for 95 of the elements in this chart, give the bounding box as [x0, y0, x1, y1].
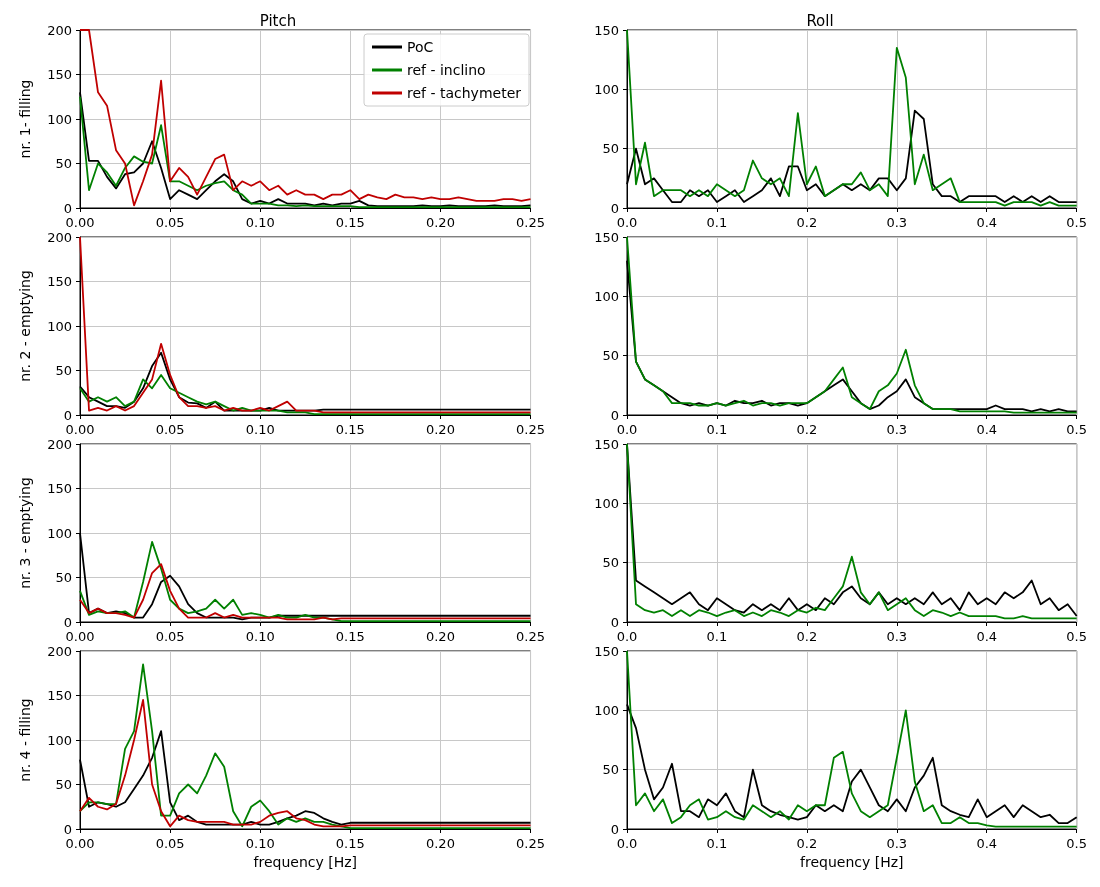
- y-tick-label: 50: [602, 555, 619, 571]
- y-tick-label: 100: [47, 111, 72, 127]
- y-axis-title: nr. 3 - emptying: [17, 477, 33, 589]
- x-tick-label: 0.1: [706, 836, 728, 851]
- y-tick-label: 100: [594, 702, 619, 718]
- y-tick-label: 100: [594, 288, 619, 304]
- x-tick-label: 0.4: [976, 629, 998, 644]
- x-tick-label: 0.00: [65, 629, 95, 644]
- y-tick-label: 50: [55, 156, 72, 171]
- y-tick-label: 0: [63, 614, 72, 630]
- x-tick-label: 0.20: [425, 629, 455, 644]
- x-tick-label: 0.2: [796, 836, 818, 851]
- y-axis-title: nr. 2 - emptying: [17, 270, 33, 382]
- y-tick-label: 50: [602, 762, 619, 778]
- x-tick-label: 0.0: [616, 422, 638, 437]
- y-tick-label: 50: [602, 141, 619, 157]
- x-tick-label: 0.5: [1066, 629, 1088, 644]
- y-tick-label: 150: [47, 688, 72, 703]
- x-tick-label: 0.5: [1066, 836, 1088, 851]
- x-tick-label: 0.15: [335, 836, 365, 851]
- x-tick-label: 0.5: [1066, 215, 1088, 230]
- y-axis-title: nr. 1- filling: [17, 79, 33, 159]
- y-tick-label: 150: [594, 643, 619, 659]
- x-tick-label: 0.10: [245, 629, 275, 644]
- x-tick-label: 0.25: [516, 215, 545, 230]
- y-tick-label: 150: [594, 22, 619, 38]
- y-tick-label: 100: [47, 525, 72, 541]
- y-tick-label: 50: [55, 777, 72, 792]
- x-tick-label: 0.4: [976, 422, 998, 437]
- y-tick-label: 50: [55, 363, 72, 378]
- x-tick-label: 0.3: [886, 629, 908, 644]
- y-tick-label: 0: [63, 821, 72, 837]
- x-axis-title: frequency [Hz]: [800, 854, 904, 870]
- y-tick-label: 150: [47, 274, 72, 289]
- x-tick-label: 0.25: [516, 422, 545, 437]
- x-tick-label: 0.4: [976, 215, 998, 230]
- y-axis-title: nr. 4 - filling: [17, 698, 33, 782]
- y-tick-label: 0: [610, 200, 619, 216]
- y-tick-label: 200: [47, 436, 72, 452]
- y-tick-label: 100: [47, 732, 72, 748]
- chart-title: Pitch: [259, 11, 297, 30]
- x-tick-label: 0.10: [245, 836, 275, 851]
- y-tick-label: 150: [594, 229, 619, 245]
- y-tick-label: 150: [594, 436, 619, 452]
- x-tick-label: 0.0: [616, 215, 638, 230]
- x-tick-label: 0.4: [976, 836, 998, 851]
- y-tick-label: 0: [610, 614, 619, 630]
- x-tick-label: 0.20: [425, 422, 455, 437]
- chart-title: Roll: [806, 11, 834, 30]
- x-tick-label: 0.10: [245, 215, 275, 230]
- x-tick-label: 0.20: [425, 836, 455, 851]
- y-tick-label: 0: [610, 821, 619, 837]
- y-tick-label: 150: [47, 67, 72, 82]
- x-tick-label: 0.15: [335, 215, 365, 230]
- x-tick-label: 0.05: [155, 836, 185, 851]
- x-tick-label: 0.2: [796, 629, 818, 644]
- x-tick-label: 0.1: [706, 215, 728, 230]
- y-tick-label: 0: [610, 407, 619, 423]
- x-tick-label: 0.3: [886, 422, 908, 437]
- x-tick-label: 0.0: [616, 836, 638, 851]
- y-tick-label: 50: [55, 570, 72, 585]
- y-tick-label: 150: [47, 481, 72, 496]
- x-tick-label: 0.15: [335, 422, 365, 437]
- x-tick-label: 0.05: [155, 215, 185, 230]
- y-tick-label: 0: [63, 200, 72, 216]
- x-tick-label: 0.1: [706, 629, 728, 644]
- x-tick-label: 0.00: [65, 836, 95, 851]
- legend-label: PoC: [407, 39, 434, 55]
- x-axis-title: frequency [Hz]: [253, 854, 357, 870]
- y-tick-label: 50: [602, 348, 619, 364]
- x-tick-label: 0.05: [155, 629, 185, 644]
- y-tick-label: 0: [63, 407, 72, 423]
- x-tick-label: 0.00: [65, 215, 95, 230]
- x-tick-label: 0.3: [886, 836, 908, 851]
- legend-label: ref - inclino: [407, 62, 486, 78]
- x-tick-label: 0.1: [706, 422, 728, 437]
- y-tick-label: 200: [47, 22, 72, 38]
- x-tick-label: 0.10: [245, 422, 275, 437]
- y-tick-label: 100: [47, 318, 72, 334]
- x-tick-label: 0.5: [1066, 422, 1088, 437]
- x-tick-label: 0.3: [886, 215, 908, 230]
- legend-label: ref - tachymeter: [407, 85, 522, 101]
- y-tick-label: 200: [47, 643, 72, 659]
- x-tick-label: 0.2: [796, 422, 818, 437]
- y-tick-label: 100: [594, 495, 619, 511]
- x-tick-label: 0.05: [155, 422, 185, 437]
- x-tick-label: 0.00: [65, 422, 95, 437]
- x-tick-label: 0.2: [796, 215, 818, 230]
- x-tick-label: 0.15: [335, 629, 365, 644]
- y-tick-label: 100: [594, 81, 619, 97]
- x-tick-label: 0.0: [616, 629, 638, 644]
- x-tick-label: 0.25: [516, 836, 545, 851]
- y-tick-label: 200: [47, 229, 72, 245]
- x-tick-label: 0.25: [516, 629, 545, 644]
- x-tick-label: 0.20: [425, 215, 455, 230]
